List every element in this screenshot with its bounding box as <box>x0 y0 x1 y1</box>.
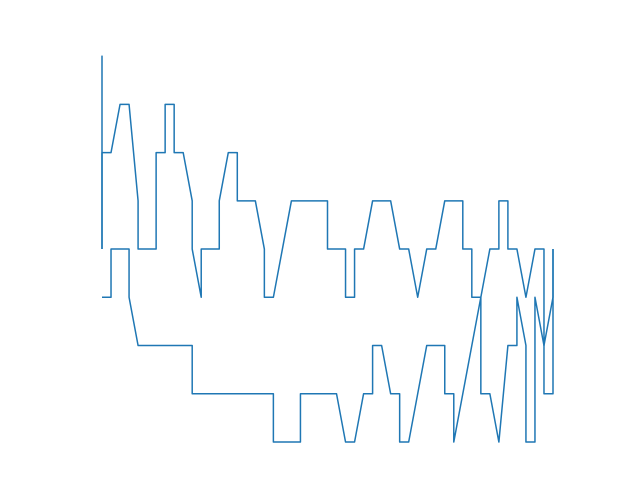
plot-area <box>101 55 554 443</box>
series-line-2 <box>102 248 554 443</box>
series-line-1 <box>101 103 554 347</box>
